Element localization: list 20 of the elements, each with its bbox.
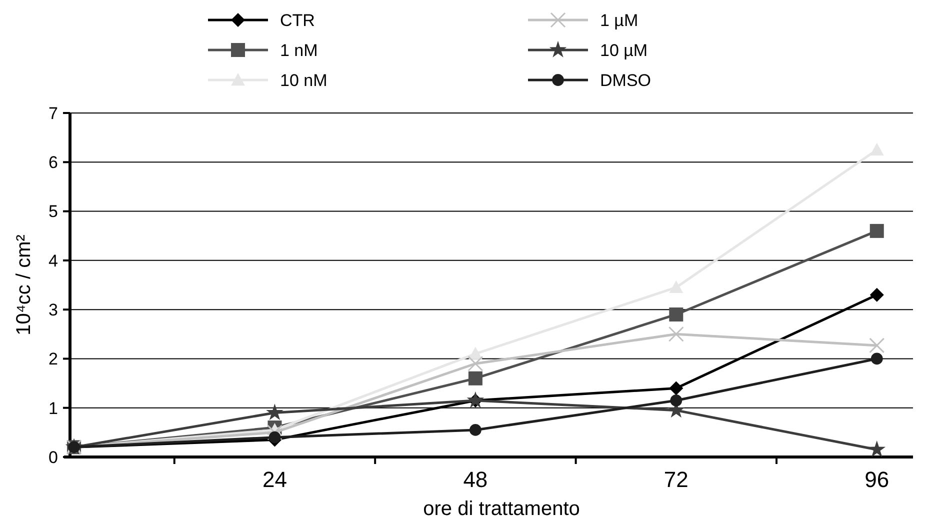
y-tick-label: 3: [48, 300, 58, 320]
legend-label: DMSO: [600, 70, 651, 90]
legend-label: CTR: [280, 10, 315, 30]
legend-label: 10 µM: [600, 40, 648, 60]
y-tick-label: 0: [48, 448, 58, 467]
y-tick-label: 6: [48, 153, 58, 172]
legend-label: 1 µM: [600, 10, 638, 30]
y-tick-label: 2: [48, 350, 58, 369]
legend-label: 10 nM: [280, 70, 328, 90]
y-tick-label: 4: [48, 251, 58, 270]
x-tick-label: 96: [864, 467, 890, 492]
y-tick-label: 7: [48, 104, 58, 123]
y-tick-label: 5: [48, 202, 58, 222]
y-axis-title: 10⁴cc / cm²: [13, 234, 35, 336]
x-tick-label: 48: [463, 467, 488, 492]
x-tick-label: 24: [262, 467, 287, 492]
y-tick-label: 1: [48, 398, 58, 418]
x-axis-title: ore di trattamento: [423, 498, 580, 520]
x-tick-label: 72: [664, 467, 688, 492]
legend-label: 1 nM: [280, 40, 318, 60]
